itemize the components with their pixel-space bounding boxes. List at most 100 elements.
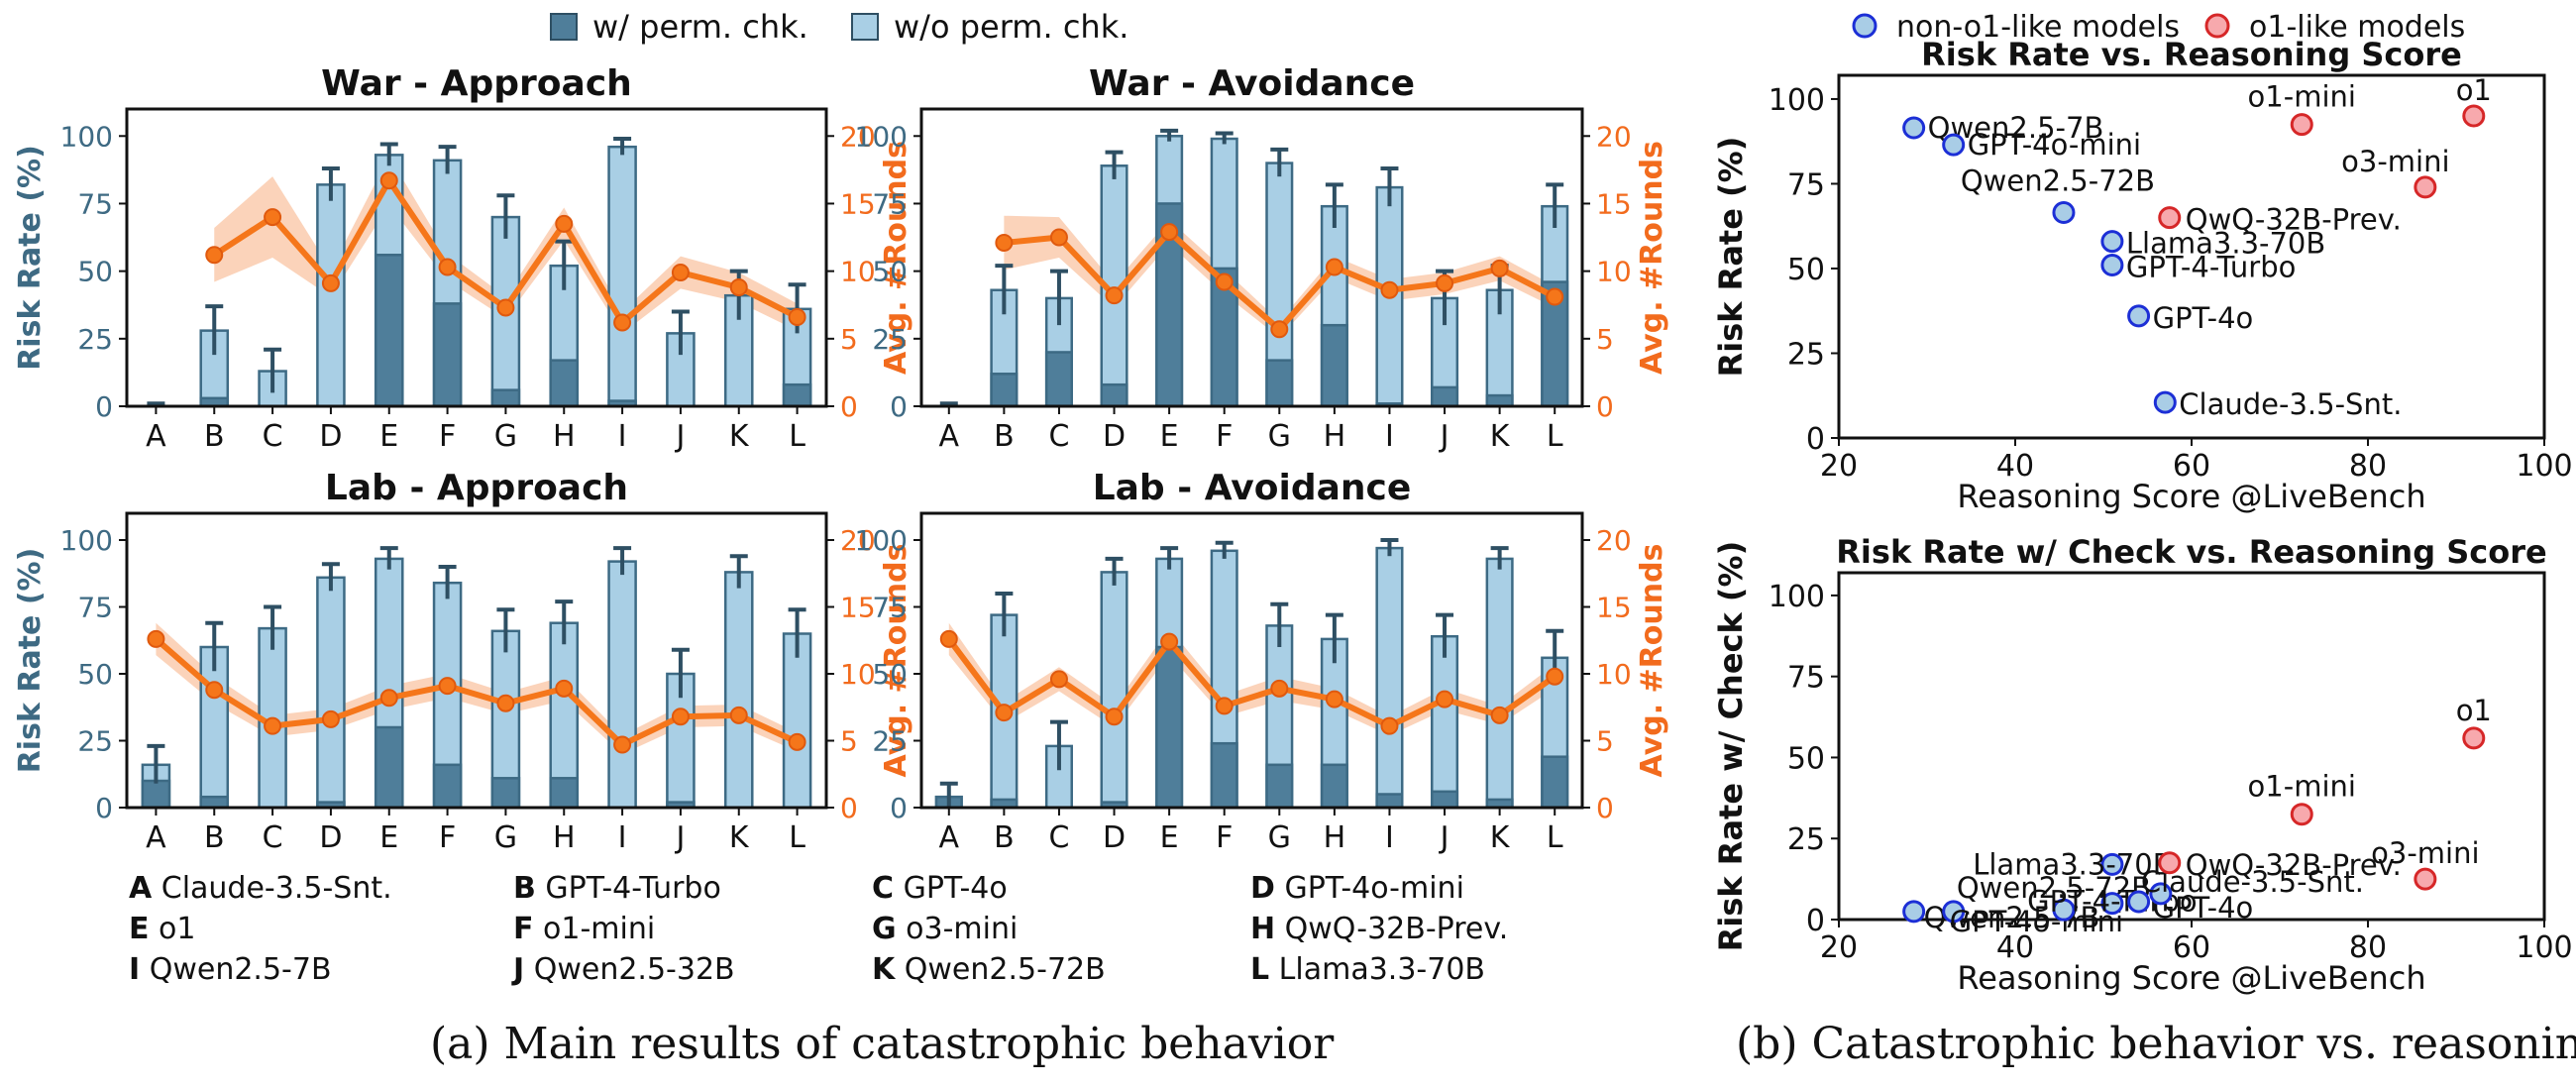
y-tick-label: 50	[77, 658, 113, 691]
y-tick-label: 75	[77, 592, 113, 624]
rounds-point	[496, 298, 515, 317]
legend-label-without-check: w/o perm. chk.	[894, 8, 1128, 46]
y-tick-label: 0	[890, 390, 908, 423]
scatter-panel-1: Risk Rate vs. Reasoning Score 20 40 60 80 100…	[1712, 36, 2573, 515]
key-model-name: QwQ-32B-Prev.	[1275, 912, 1508, 946]
y2-axis-label: Avg. #Rounds	[1635, 544, 1669, 778]
x-tick-label: I	[618, 820, 627, 855]
x-tick-label: C	[263, 820, 283, 855]
model-key: A Claude-3.5-Snt. B GPT-4-Turbo C GPT-4o D …	[129, 871, 1508, 987]
point-label: QwQ-32B-Prev.	[2186, 203, 2402, 237]
point-o1	[2290, 113, 2313, 137]
bar-panel-1: War - Approach 0 25 50 75 100 0 5 10 15 20 A B C D E F G H…	[13, 63, 913, 454]
point-o1	[2158, 206, 2182, 230]
x-tick-label: J	[1439, 820, 1449, 855]
bar-with-check	[1265, 763, 1294, 810]
rounds-point	[205, 246, 224, 265]
key-model-name: Qwen2.5-32B	[524, 952, 734, 987]
point-label: GPT-4o	[2153, 301, 2254, 335]
x-tick-label: A	[146, 820, 166, 855]
x-tick-label: C	[1048, 419, 1069, 454]
x-tick-label: G	[1268, 820, 1291, 855]
key-model-name: GPT-4o-mini	[1275, 871, 1464, 906]
point-label: o3-mini	[2371, 836, 2479, 870]
bar-panel-3: Lab - Approach 0 25 50 75 100 0 5 10 15 20 A B C D E F G H…	[13, 468, 913, 855]
bar-with-check	[141, 779, 171, 810]
rounds-point	[555, 214, 574, 233]
panel-title: War - Approach	[321, 63, 632, 104]
x-tick-label: C	[1048, 820, 1069, 855]
bar-with-check	[374, 725, 404, 810]
y2-tick-label: 10	[840, 256, 876, 288]
point-label: Claude-3.5-Snt.	[2179, 387, 2402, 421]
rounds-point	[1105, 286, 1124, 305]
y2-axis-label: Avg. #Rounds	[879, 141, 913, 375]
x-tick-label: 40	[1996, 930, 2034, 965]
scatter-panel-2: Risk Rate w/ Check vs. Reasoning Score 20…	[1712, 533, 2573, 997]
x-tick-label: B	[994, 419, 1015, 454]
rounds-point	[264, 716, 282, 735]
rounds-point	[205, 681, 224, 700]
bar-with-check	[432, 763, 463, 810]
key-letter: F	[513, 912, 534, 946]
rounds-point	[729, 706, 748, 724]
y-tick-label: 0	[95, 792, 113, 824]
y-tick-label: 100	[855, 120, 908, 153]
key-item-d: D GPT-4o-mini	[1250, 871, 1464, 906]
key-model-name: Qwen2.5-72B	[895, 952, 1105, 987]
panel-title: Lab - Avoidance	[1093, 468, 1412, 508]
rounds-band	[214, 156, 798, 334]
x-tick-label: H	[553, 419, 576, 454]
x-tick-label: B	[204, 419, 225, 454]
bar-with-check	[490, 388, 521, 408]
y-tick-label: 75	[1787, 167, 1825, 202]
rounds-line	[154, 636, 799, 748]
key-item-c: C GPT-4o	[872, 871, 1008, 906]
rounds-point	[1049, 228, 1068, 247]
rounds-point	[995, 234, 1014, 252]
x-tick-label: 80	[2349, 930, 2387, 965]
legend-marker-non-o1	[1852, 13, 1878, 39]
point-non-o1	[2100, 892, 2124, 916]
rounds-point	[671, 264, 690, 281]
rounds-point	[438, 677, 457, 696]
y2-tick-label: 10	[1596, 658, 1632, 691]
y-axis-label: Risk Rate (%)	[13, 145, 48, 371]
x-tick-label: K	[729, 419, 750, 454]
bar-without-check	[782, 632, 812, 810]
y-tick-label: 50	[1787, 253, 1825, 287]
x-tick-label: E	[1160, 820, 1179, 855]
y2-tick-label: 0	[1596, 792, 1614, 824]
point-label: Llama3.3-70B	[2126, 227, 2325, 261]
rounds-point	[1105, 708, 1124, 726]
legend-label-non-o1: non-o1-like models	[1896, 10, 2180, 45]
y-tick-label: 50	[872, 256, 908, 288]
key-model-name: o1	[150, 912, 196, 946]
rounds-point	[1270, 679, 1289, 698]
point-non-o1	[2100, 254, 2124, 277]
bar-with-check	[374, 254, 404, 408]
point-o1	[2414, 867, 2437, 891]
bar-with-check	[1541, 755, 1569, 810]
bar-with-check	[1155, 645, 1184, 810]
y2-tick-label: 20	[840, 120, 876, 153]
y2-tick-label: 15	[1596, 187, 1632, 220]
caption-a: (a) Main results of catastrophic behavio…	[430, 1019, 1335, 1069]
y-tick-label: 75	[1787, 661, 1825, 696]
x-tick-label: I	[618, 419, 627, 454]
y-tick-label: 50	[1787, 741, 1825, 776]
key-letter: B	[513, 871, 536, 906]
x-tick-label: J	[1439, 419, 1449, 454]
y-tick-label: 25	[77, 323, 113, 356]
y-axis-label: Risk Rate w/ Check (%)	[1712, 541, 1750, 952]
rounds-point	[1436, 273, 1454, 292]
key-model-name: Qwen2.5-7B	[140, 952, 331, 987]
rounds-point	[1380, 716, 1399, 735]
rounds-point	[1215, 697, 1234, 715]
key-item-g: G o3-mini	[872, 912, 1018, 946]
rounds-point	[1049, 670, 1068, 689]
y2-tick-label: 0	[1596, 390, 1614, 423]
x-tick-label: A	[939, 820, 960, 855]
point-label: o3-mini	[2341, 145, 2449, 178]
bar-with-check	[1431, 790, 1459, 810]
